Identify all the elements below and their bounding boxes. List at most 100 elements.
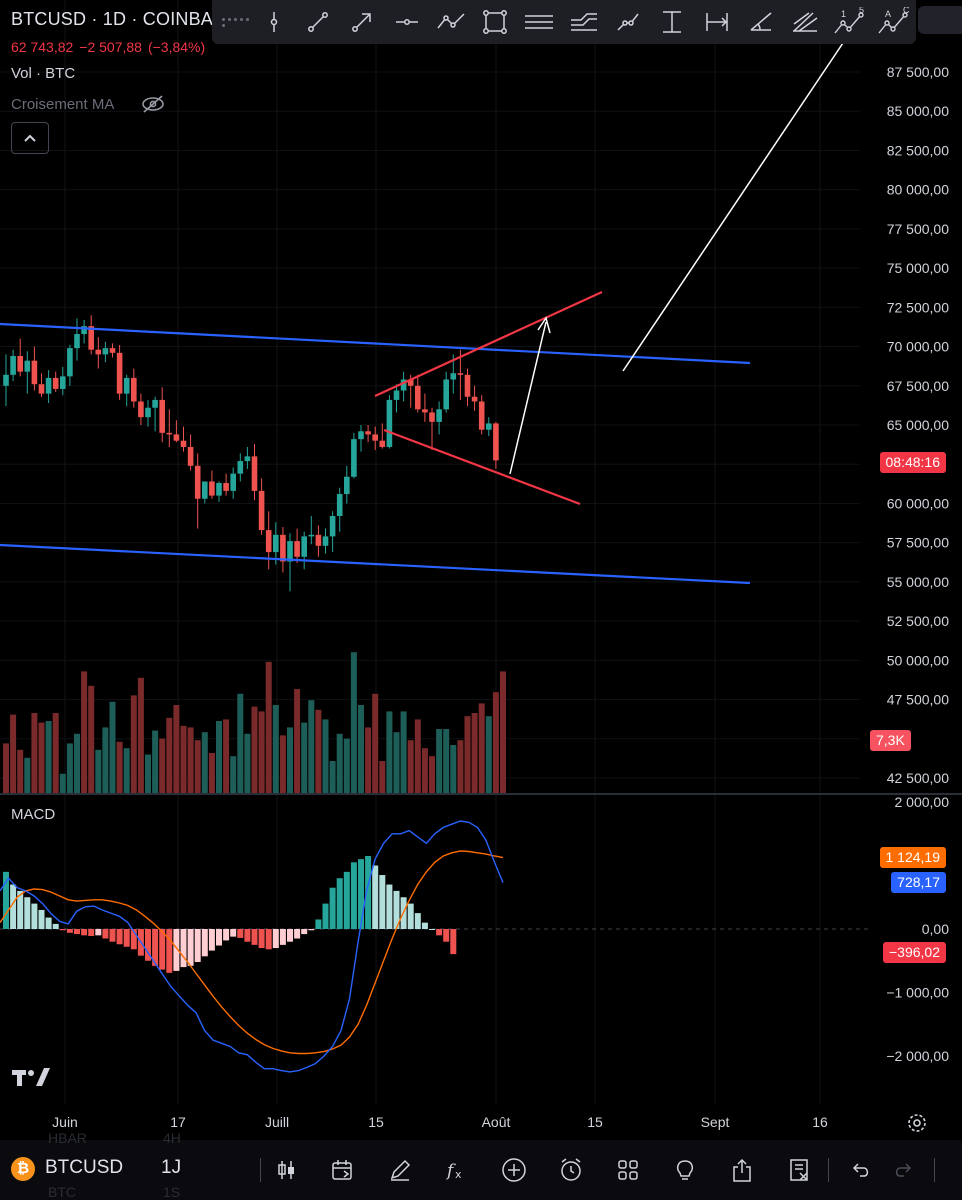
candle [372, 434, 378, 441]
macd-histogram-bar [223, 929, 230, 941]
candle [187, 446, 194, 466]
volume-bar [102, 727, 109, 793]
volume-bar [500, 671, 506, 793]
ideas-icon[interactable] [665, 1150, 705, 1190]
volume-bar [315, 709, 322, 793]
macd-histogram-bar [386, 884, 393, 929]
candles-icon[interactable] [266, 1150, 306, 1190]
macd-histogram-bar [230, 929, 237, 937]
macd-histogram-bar [216, 929, 222, 946]
draw-icon[interactable] [380, 1150, 420, 1190]
undo-icon[interactable] [840, 1150, 880, 1190]
trend-angle-icon[interactable] [739, 0, 783, 44]
eye-hidden-icon[interactable] [140, 94, 166, 114]
bitcoin-icon: ₿ [11, 1157, 35, 1181]
upper-channel-line [0, 322, 751, 365]
volume-bar [130, 695, 137, 793]
macd-line [0, 820, 504, 1073]
chart-canvas[interactable]: 87 500,00 85 000,00 82 500,00 80 000,00 77 5… [0, 0, 962, 1140]
toolbar-drag-handle[interactable] [212, 17, 252, 27]
arrow-line-icon[interactable] [340, 0, 384, 44]
vertical-line-icon[interactable] [252, 0, 296, 44]
rectangle-icon[interactable] [473, 0, 517, 44]
candle [265, 530, 272, 553]
lower-channel-line [0, 543, 751, 585]
symbol-title[interactable]: BTCUSD · 1D · COINBA [11, 9, 214, 29]
volume-bar [145, 754, 151, 793]
fib-channel-icon[interactable] [562, 0, 606, 44]
volume-bar [265, 661, 272, 793]
svg-text:f: f [445, 1161, 456, 1181]
flag-upper-line [374, 290, 603, 398]
macd-histogram-bar [194, 929, 201, 963]
macd-legend[interactable]: MACD [11, 806, 56, 823]
interval-button[interactable]: 1J [161, 1157, 182, 1178]
symbol-button[interactable]: BTCUSD [45, 1157, 124, 1178]
parallel-channel-icon[interactable] [517, 0, 561, 44]
candle [17, 355, 23, 372]
ghost-symbol: BTC [48, 1184, 76, 1200]
horizontal-line-icon[interactable] [384, 0, 428, 44]
volume-bar [386, 711, 393, 793]
ma-cross-legend[interactable]: Croisement MA [11, 96, 115, 113]
volume-bar [450, 745, 457, 793]
histogram-value-badge: −396,02 [883, 942, 946, 963]
tradingview-logo[interactable] [12, 1066, 50, 1088]
polyline-icon[interactable] [606, 0, 650, 44]
pitchfork-icon[interactable] [783, 0, 827, 44]
redo-icon[interactable] [884, 1150, 924, 1190]
volume-bar [244, 733, 251, 793]
projection-arrow-head [537, 316, 551, 334]
candle [486, 423, 492, 430]
price-axis-label: 65 000,00 [887, 417, 949, 433]
macd-histogram-bar [173, 929, 180, 971]
volume-bar [123, 748, 130, 793]
volume-bar [152, 730, 159, 793]
price-axis-label: 55 000,00 [887, 574, 949, 590]
macd-histogram-bar [379, 875, 386, 929]
volume-bar [322, 719, 329, 793]
candle [194, 465, 201, 499]
macd-histogram-bar [251, 929, 258, 945]
candlestick-series [3, 315, 499, 592]
candle [244, 456, 251, 462]
volume-legend[interactable]: Vol · BTC [11, 65, 76, 82]
volume-bar [237, 693, 244, 793]
macd-histogram-bar [287, 929, 293, 942]
candle [450, 373, 457, 380]
macd-histogram-bar [66, 929, 73, 933]
layouts-icon[interactable] [608, 1150, 648, 1190]
share-icon[interactable] [722, 1150, 762, 1190]
candle [109, 348, 116, 353]
price-range-icon[interactable] [650, 0, 694, 44]
path-icon[interactable] [429, 0, 473, 44]
volume-bar [365, 727, 372, 793]
trend-line-icon[interactable] [296, 0, 340, 44]
macd-histogram-bar [74, 929, 80, 935]
candle [429, 412, 435, 422]
top-right-button[interactable] [918, 6, 962, 34]
collapse-legend-button[interactable] [11, 122, 49, 154]
macd-histogram-bar [166, 929, 173, 973]
time-axis-label: 15 [587, 1114, 603, 1130]
macd-histogram-bar [421, 922, 428, 929]
add-icon[interactable] [494, 1150, 534, 1190]
volume-bar [414, 719, 421, 793]
gear-icon[interactable] [906, 1112, 928, 1134]
alert-icon[interactable] [551, 1150, 591, 1190]
date-range-icon[interactable] [695, 0, 739, 44]
volume-bar [379, 761, 386, 793]
flag-lower-line [383, 428, 581, 506]
volume-bar [216, 721, 222, 793]
object-tree-icon[interactable] [779, 1150, 819, 1190]
macd-histogram-bar [38, 909, 45, 929]
replay-icon[interactable] [323, 1150, 363, 1190]
volume-bar [350, 652, 357, 793]
wave-label-5: 5 [859, 7, 864, 15]
price-axis-label: 57 500,00 [887, 535, 949, 551]
macd-histogram-bar [109, 929, 116, 942]
macd-histogram-bar [279, 929, 286, 945]
